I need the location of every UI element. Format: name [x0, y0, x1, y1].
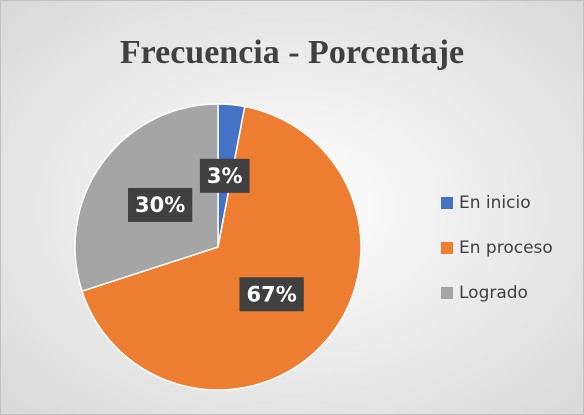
legend-swatch	[441, 287, 453, 299]
legend-label: En proceso	[459, 238, 553, 258]
data-label: 3%	[207, 164, 243, 188]
data-label-box	[128, 187, 193, 222]
data-label-box	[199, 158, 250, 193]
legend-label: Logrado	[459, 283, 528, 303]
pie-slice	[81, 105, 362, 391]
data-label: 67%	[247, 282, 297, 306]
legend-label: En inicio	[459, 193, 531, 213]
chart-title: Frecuencia - Porcentaje	[120, 34, 464, 71]
legend-swatch	[441, 197, 453, 209]
data-label-box	[239, 277, 304, 312]
legend-swatch	[441, 242, 453, 254]
data-label: 30%	[135, 193, 185, 217]
